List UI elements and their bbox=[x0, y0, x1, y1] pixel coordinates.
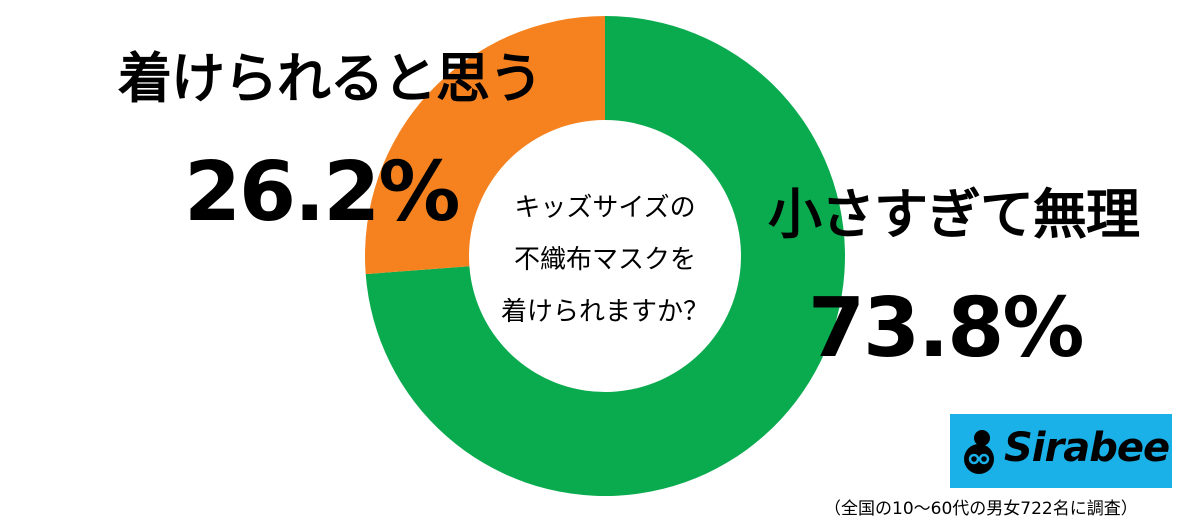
sirabee-logo-text: Sirabee bbox=[1004, 425, 1170, 471]
chart-title-line-2: 不織布マスクを bbox=[513, 245, 696, 275]
donut-slices bbox=[365, 16, 845, 497]
slice-agree bbox=[365, 16, 605, 275]
slice-too-small bbox=[365, 16, 845, 497]
slice-value-too-small: 73.8% bbox=[808, 281, 1084, 376]
slice-label-too-small: 小さすぎて無理 bbox=[768, 183, 1140, 246]
survey-footnote: （全国の10〜60代の男女722名に調査） bbox=[824, 499, 1138, 519]
chart-title-line-1: キッズサイズの bbox=[514, 193, 696, 223]
slice-label-agree: 着けられると思う bbox=[118, 47, 543, 110]
slice-value-agree: 26.2% bbox=[184, 145, 460, 240]
sirabee-logo: Sirabee bbox=[950, 414, 1172, 488]
chart-title: キッズサイズの 不織布マスクを 着けられますか？ bbox=[460, 182, 750, 338]
sirabee-logo-icon bbox=[964, 430, 994, 474]
chart-title-line-3: 着けられますか？ bbox=[500, 297, 709, 327]
